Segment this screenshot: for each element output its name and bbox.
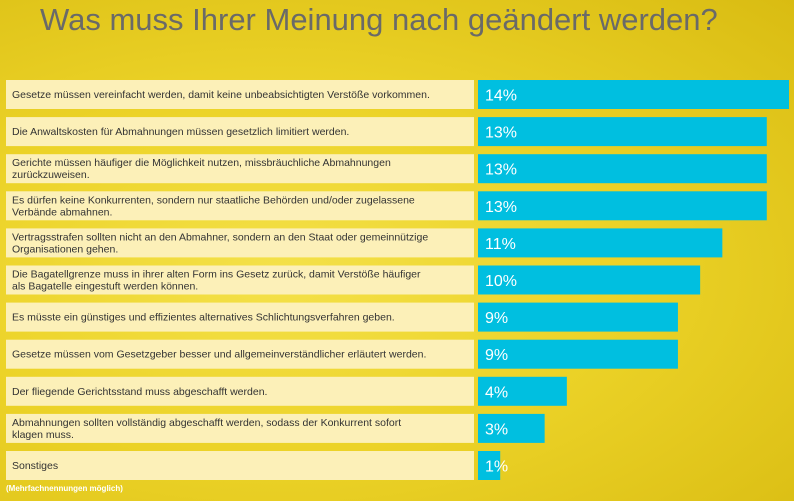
label-box <box>6 228 474 258</box>
category-label: Die Anwaltskosten für Abmahnungen müssen… <box>12 126 349 138</box>
label-box <box>6 154 474 184</box>
bar <box>478 413 545 443</box>
bar <box>478 228 723 258</box>
category-label: Es dürfen keine Konkurrenten, sondern nu… <box>12 194 415 218</box>
value-label: 3% <box>485 421 508 438</box>
value-label: 11% <box>485 236 516 253</box>
label-box <box>6 265 474 295</box>
label-box <box>6 80 474 109</box>
category-label: Der fliegende Gerichtsstand muss abgesch… <box>12 386 267 398</box>
value-label: 9% <box>485 310 508 327</box>
category-label: Gesetze müssen vereinfacht werden, damit… <box>12 89 430 101</box>
bar <box>478 117 767 147</box>
value-label: 13% <box>485 199 517 216</box>
value-label: 1% <box>485 459 508 476</box>
label-box <box>6 413 474 443</box>
value-label: 13% <box>485 162 517 179</box>
bar <box>478 80 789 109</box>
bar <box>478 451 501 480</box>
value-label: 10% <box>485 273 517 290</box>
value-label: 9% <box>485 347 508 364</box>
bar <box>478 154 767 184</box>
value-label: 13% <box>485 125 517 142</box>
value-label: 4% <box>485 384 508 401</box>
label-box <box>6 339 474 369</box>
category-label: Vertragsstrafen sollten nicht an den Abm… <box>12 231 428 255</box>
bar <box>478 191 767 221</box>
label-box <box>6 302 474 332</box>
label-box <box>6 376 474 406</box>
category-label: Es müsste ein günstiges und effizientes … <box>12 312 395 324</box>
label-box <box>6 451 474 480</box>
category-label: Die Bagatellgrenze muss in ihrer alten F… <box>12 269 421 293</box>
label-box <box>6 191 474 221</box>
footnote: (Mehrfachnennungen möglich) <box>6 484 123 493</box>
bar <box>478 339 678 369</box>
category-label: Abmahnungen sollten vollständig abgescha… <box>12 417 401 441</box>
value-label: 14% <box>485 88 517 105</box>
bar <box>478 265 701 295</box>
category-label: Gesetze müssen vom Gesetzgeber besser un… <box>12 349 426 361</box>
chart-title: Was muss Ihrer Meinung nach geändert wer… <box>40 2 718 37</box>
category-label: Gerichte müssen häufiger die Möglichkeit… <box>12 157 391 181</box>
bar <box>478 302 678 332</box>
bar <box>478 376 567 406</box>
category-label: Sonstiges <box>12 460 58 472</box>
label-box <box>6 117 474 147</box>
